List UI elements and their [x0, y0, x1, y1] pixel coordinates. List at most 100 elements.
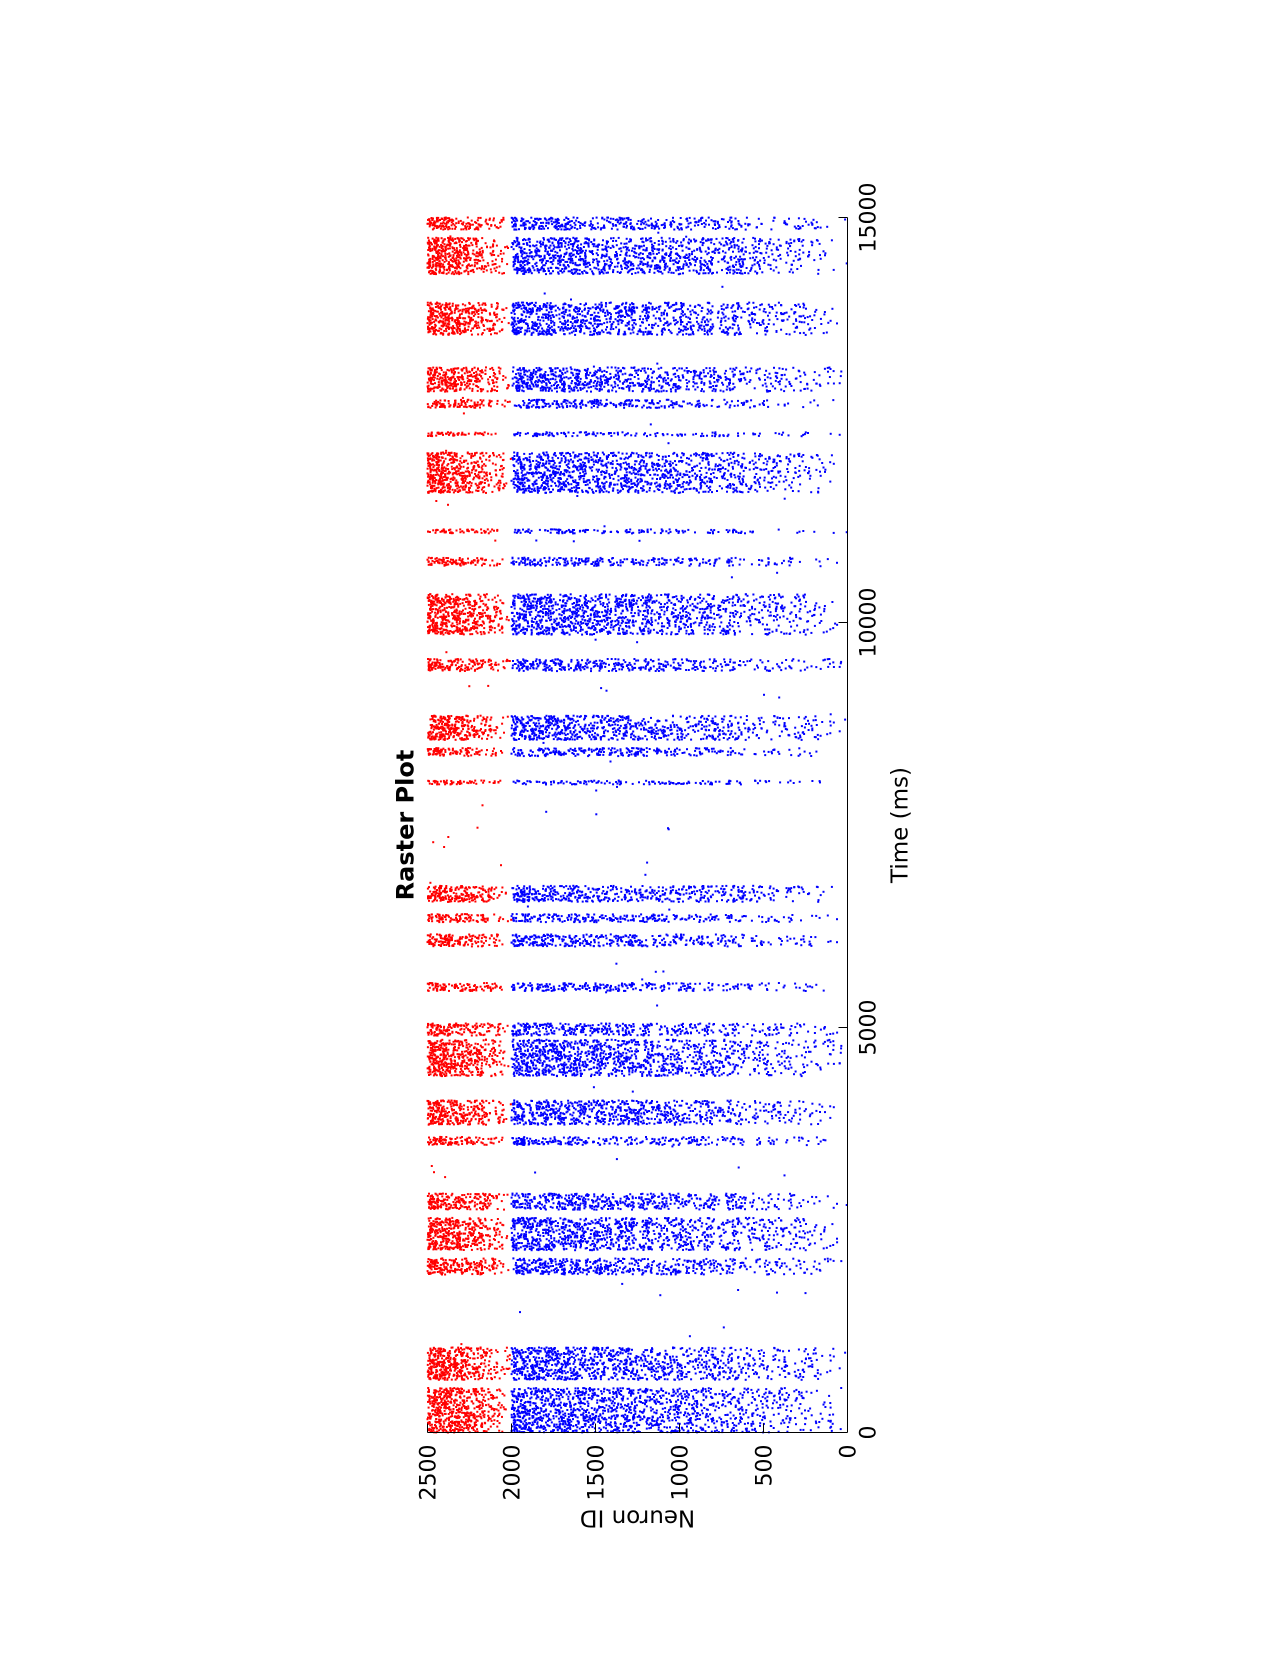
- spike-excitatory: [538, 1363, 541, 1366]
- spike-excitatory: [547, 1234, 550, 1236]
- spike-excitatory: [631, 1348, 633, 1351]
- spike-excitatory: [825, 1246, 828, 1249]
- spike-excitatory: [721, 1354, 724, 1357]
- spike-excitatory: [663, 1378, 666, 1381]
- spike-excitatory: [628, 1387, 631, 1390]
- spike-excitatory: [523, 1389, 526, 1392]
- spike-excitatory: [632, 1389, 635, 1392]
- spike-excitatory: [566, 1387, 569, 1390]
- spike-excitatory: [591, 1423, 594, 1426]
- spike-inhibitory: [495, 1349, 498, 1352]
- spike-inhibitory: [495, 1365, 498, 1368]
- spike-excitatory: [578, 1348, 581, 1351]
- spike-excitatory: [819, 1233, 822, 1236]
- spike-excitatory: [768, 1221, 771, 1224]
- spike-excitatory: [531, 1421, 534, 1424]
- spike-inhibitory: [447, 1390, 450, 1393]
- spike-excitatory: [780, 1367, 783, 1370]
- spike-inhibitory: [455, 1377, 458, 1380]
- spike-excitatory: [602, 1398, 605, 1401]
- spike-inhibitory: [483, 1389, 486, 1392]
- spike-excitatory: [749, 1241, 752, 1244]
- spike-excitatory: [544, 1364, 547, 1367]
- spike-excitatory: [624, 1404, 626, 1407]
- spike-excitatory: [522, 1422, 525, 1425]
- spike-inhibitory: [489, 1406, 492, 1408]
- spike-excitatory: [579, 1361, 582, 1364]
- spike-excitatory: [655, 1402, 657, 1405]
- spike-excitatory: [575, 1424, 577, 1427]
- spike-excitatory: [672, 1430, 675, 1432]
- spike-excitatory: [692, 1408, 695, 1411]
- spike-excitatory: [530, 1350, 533, 1353]
- spike-excitatory: [636, 1268, 639, 1270]
- spike-excitatory: [547, 1262, 550, 1265]
- spike-excitatory: [545, 1413, 547, 1416]
- spike-excitatory: [595, 1411, 598, 1414]
- spike-excitatory: [771, 1246, 774, 1249]
- spike-excitatory: [536, 1426, 538, 1429]
- spike-excitatory: [515, 1428, 518, 1431]
- spike-excitatory: [766, 1273, 769, 1276]
- spike-excitatory: [624, 1417, 627, 1420]
- spike-inhibitory: [447, 1416, 450, 1419]
- spike-excitatory: [706, 1374, 708, 1377]
- spike-inhibitory: [475, 1370, 477, 1373]
- spike-inhibitory: [458, 1411, 461, 1413]
- spike-excitatory: [759, 1239, 761, 1242]
- spike-excitatory: [516, 1354, 519, 1357]
- spike-excitatory: [664, 1391, 667, 1394]
- spike-excitatory: [646, 1221, 649, 1224]
- spike-inhibitory: [467, 1396, 470, 1399]
- spike-inhibitory: [480, 1260, 483, 1263]
- spike-inhibitory: [454, 1354, 457, 1357]
- spike-excitatory: [712, 1269, 715, 1272]
- spike-excitatory: [602, 1361, 605, 1364]
- spike-excitatory: [664, 1411, 667, 1413]
- spike-inhibitory: [470, 1347, 473, 1350]
- spike-excitatory: [539, 1415, 542, 1418]
- spike-excitatory: [562, 1269, 565, 1272]
- spike-inhibitory: [454, 1260, 456, 1263]
- spike-excitatory: [646, 1349, 649, 1352]
- spike-excitatory: [540, 1389, 543, 1392]
- spike-excitatory: [591, 1362, 594, 1365]
- spike-inhibitory: [452, 1270, 455, 1273]
- spike-excitatory: [683, 1376, 686, 1379]
- spike-excitatory: [840, 1387, 843, 1389]
- spike-excitatory: [530, 1268, 533, 1271]
- spike-excitatory: [577, 1387, 579, 1390]
- spike-excitatory: [725, 1390, 728, 1393]
- spike-excitatory: [716, 1362, 719, 1365]
- spike-inhibitory: [435, 1421, 438, 1424]
- spike-excitatory: [805, 1390, 808, 1393]
- spike-excitatory: [615, 1410, 618, 1413]
- spike-excitatory: [763, 1223, 766, 1226]
- spike-excitatory: [627, 1403, 630, 1406]
- spike-excitatory: [612, 1367, 615, 1370]
- spike-excitatory: [810, 1272, 813, 1275]
- spike-excitatory: [554, 1404, 557, 1407]
- spike-excitatory: [520, 1427, 523, 1430]
- spike-excitatory: [586, 1366, 589, 1369]
- spike-excitatory: [785, 1398, 788, 1401]
- spike-excitatory: [574, 1403, 577, 1405]
- spike-excitatory: [512, 1238, 515, 1241]
- spike-excitatory: [538, 1346, 540, 1349]
- spike-inhibitory: [478, 1408, 481, 1411]
- spike-excitatory: [603, 1407, 606, 1410]
- spike-excitatory: [554, 1260, 557, 1263]
- spike-excitatory: [622, 1271, 625, 1274]
- spike-excitatory: [655, 1217, 658, 1220]
- spike-excitatory: [657, 1232, 660, 1235]
- spike-inhibitory: [428, 1354, 431, 1357]
- spike-excitatory: [633, 1407, 636, 1410]
- spike-excitatory: [591, 1366, 594, 1369]
- spike-inhibitory: [497, 1404, 500, 1407]
- spike-excitatory: [659, 1422, 662, 1425]
- spike-excitatory: [725, 1272, 728, 1275]
- spike-excitatory: [680, 1426, 683, 1429]
- spike-inhibitory: [480, 1407, 483, 1410]
- spike-excitatory: [719, 1272, 722, 1275]
- spike-excitatory: [783, 1273, 786, 1276]
